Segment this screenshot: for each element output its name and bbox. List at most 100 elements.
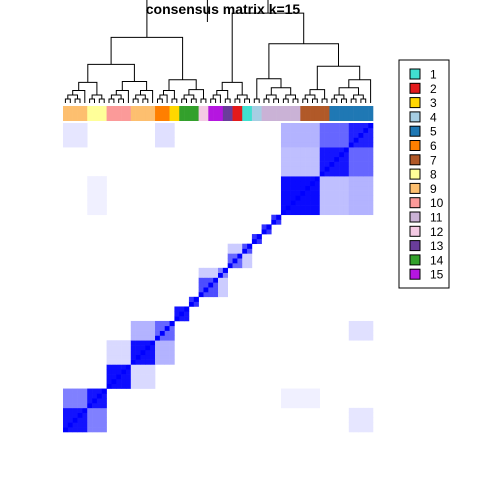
heatmap-cell xyxy=(72,417,78,423)
heatmap-cell xyxy=(300,137,306,143)
class-bar-cell xyxy=(319,106,325,121)
heatmap-cell xyxy=(280,200,287,206)
dendrogram-link xyxy=(72,90,86,103)
heatmap-cell xyxy=(101,398,107,404)
heatmap-cell xyxy=(150,335,156,341)
consensus-heatmap xyxy=(63,123,374,433)
heatmap-cell xyxy=(198,287,204,293)
heatmap-cell xyxy=(348,171,354,177)
heatmap-cell xyxy=(140,330,146,336)
class-bar-cell xyxy=(96,106,103,121)
heatmap-cell xyxy=(92,200,98,206)
heatmap-cell xyxy=(368,156,374,162)
heatmap-cell xyxy=(63,132,69,138)
heatmap-cell xyxy=(111,378,117,385)
heatmap-cell xyxy=(358,151,364,158)
heatmap-cell xyxy=(368,142,374,148)
heatmap-cell xyxy=(339,185,345,191)
heatmap-cell xyxy=(125,345,132,351)
heatmap-cell xyxy=(72,427,78,433)
heatmap-cell xyxy=(319,190,325,196)
heatmap-cell xyxy=(159,325,166,331)
heatmap-cell xyxy=(174,311,180,317)
heatmap-cell xyxy=(67,388,73,394)
heatmap-cell xyxy=(169,349,175,356)
heatmap-cell xyxy=(87,407,93,413)
heatmap-cell xyxy=(300,123,306,129)
heatmap-cell xyxy=(135,345,141,351)
heatmap-cell xyxy=(135,330,141,336)
heatmap-cell xyxy=(343,161,350,167)
heatmap-cell xyxy=(266,229,272,235)
heatmap-cell xyxy=(121,374,127,380)
heatmap-cell xyxy=(319,127,325,133)
heatmap-cell xyxy=(368,412,374,418)
heatmap-cell xyxy=(155,320,161,327)
heatmap-cell xyxy=(164,340,170,346)
heatmap-cell xyxy=(358,161,364,167)
heatmap-cell xyxy=(290,209,296,216)
heatmap-cell xyxy=(353,156,359,162)
heatmap-cell xyxy=(150,374,156,380)
heatmap-cell xyxy=(111,359,117,365)
heatmap-cell xyxy=(164,137,170,143)
heatmap-cell xyxy=(116,349,122,356)
dendrogram-link xyxy=(135,94,146,99)
heatmap-cell xyxy=(77,388,83,394)
heatmap-cell xyxy=(87,388,93,394)
heatmap-cell xyxy=(319,161,325,167)
heatmap-cell xyxy=(96,180,103,187)
heatmap-cell xyxy=(101,412,107,418)
heatmap-cell xyxy=(285,156,291,162)
heatmap-cell xyxy=(295,147,301,153)
heatmap-cell xyxy=(276,219,282,225)
heatmap-cell xyxy=(368,171,374,177)
heatmap-cell xyxy=(92,398,98,404)
heatmap-cell xyxy=(285,123,291,129)
heatmap-cell xyxy=(213,267,219,273)
heatmap-cell xyxy=(290,200,296,206)
heatmap-cell xyxy=(329,176,335,182)
heatmap-cell xyxy=(305,185,311,191)
heatmap-cell xyxy=(368,137,374,143)
heatmap-cell xyxy=(324,147,330,153)
heatmap-cell xyxy=(130,325,136,331)
heatmap-cell xyxy=(193,296,199,302)
heatmap-cell xyxy=(314,185,321,191)
heatmap-cell xyxy=(319,137,325,143)
heatmap-cell xyxy=(285,185,291,191)
heatmap-cell xyxy=(164,127,170,133)
heatmap-cell xyxy=(125,349,132,356)
heatmap-cell xyxy=(155,335,161,341)
heatmap-cell xyxy=(198,272,204,278)
heatmap-cell xyxy=(353,407,359,413)
heatmap-cell xyxy=(77,403,83,409)
heatmap-cell xyxy=(290,123,296,129)
heatmap-cell xyxy=(145,369,151,375)
heatmap-cell xyxy=(82,137,88,143)
heatmap-cell xyxy=(92,407,98,413)
heatmap-cell xyxy=(169,142,175,148)
class-bar-cell xyxy=(242,106,248,121)
dendrogram-link xyxy=(321,98,328,103)
class-bar-cell xyxy=(368,106,374,121)
heatmap-cell xyxy=(184,316,190,322)
class-bar-cell xyxy=(169,106,175,121)
heatmap-cell xyxy=(164,142,170,148)
heatmap-cell xyxy=(358,200,364,206)
heatmap-cell xyxy=(348,205,354,211)
heatmap-cell xyxy=(329,190,335,196)
heatmap-cell xyxy=(324,195,330,201)
heatmap-cell xyxy=(135,335,141,341)
heatmap-cell xyxy=(150,354,156,360)
heatmap-cell xyxy=(159,137,166,143)
heatmap-cell xyxy=(353,427,359,433)
heatmap-cell xyxy=(155,137,161,143)
heatmap-cell xyxy=(329,205,335,211)
heatmap-cell xyxy=(193,301,199,307)
heatmap-cell xyxy=(155,142,161,148)
heatmap-cell xyxy=(343,205,350,211)
heatmap-cell xyxy=(300,147,306,153)
heatmap-cell xyxy=(280,403,287,409)
